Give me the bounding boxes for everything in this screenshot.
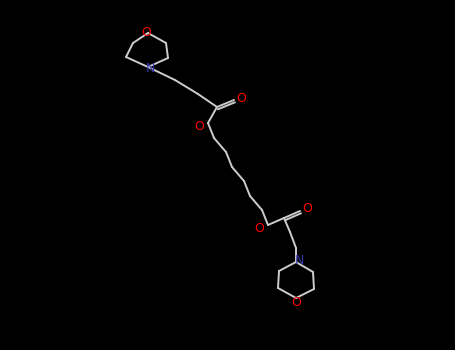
Text: O: O [194,119,204,133]
Text: O: O [302,203,312,216]
Text: O: O [291,295,301,308]
Text: N: N [294,254,303,267]
Text: O: O [141,27,151,40]
Text: N: N [145,63,155,76]
Text: O: O [254,223,264,236]
Text: O: O [236,91,246,105]
